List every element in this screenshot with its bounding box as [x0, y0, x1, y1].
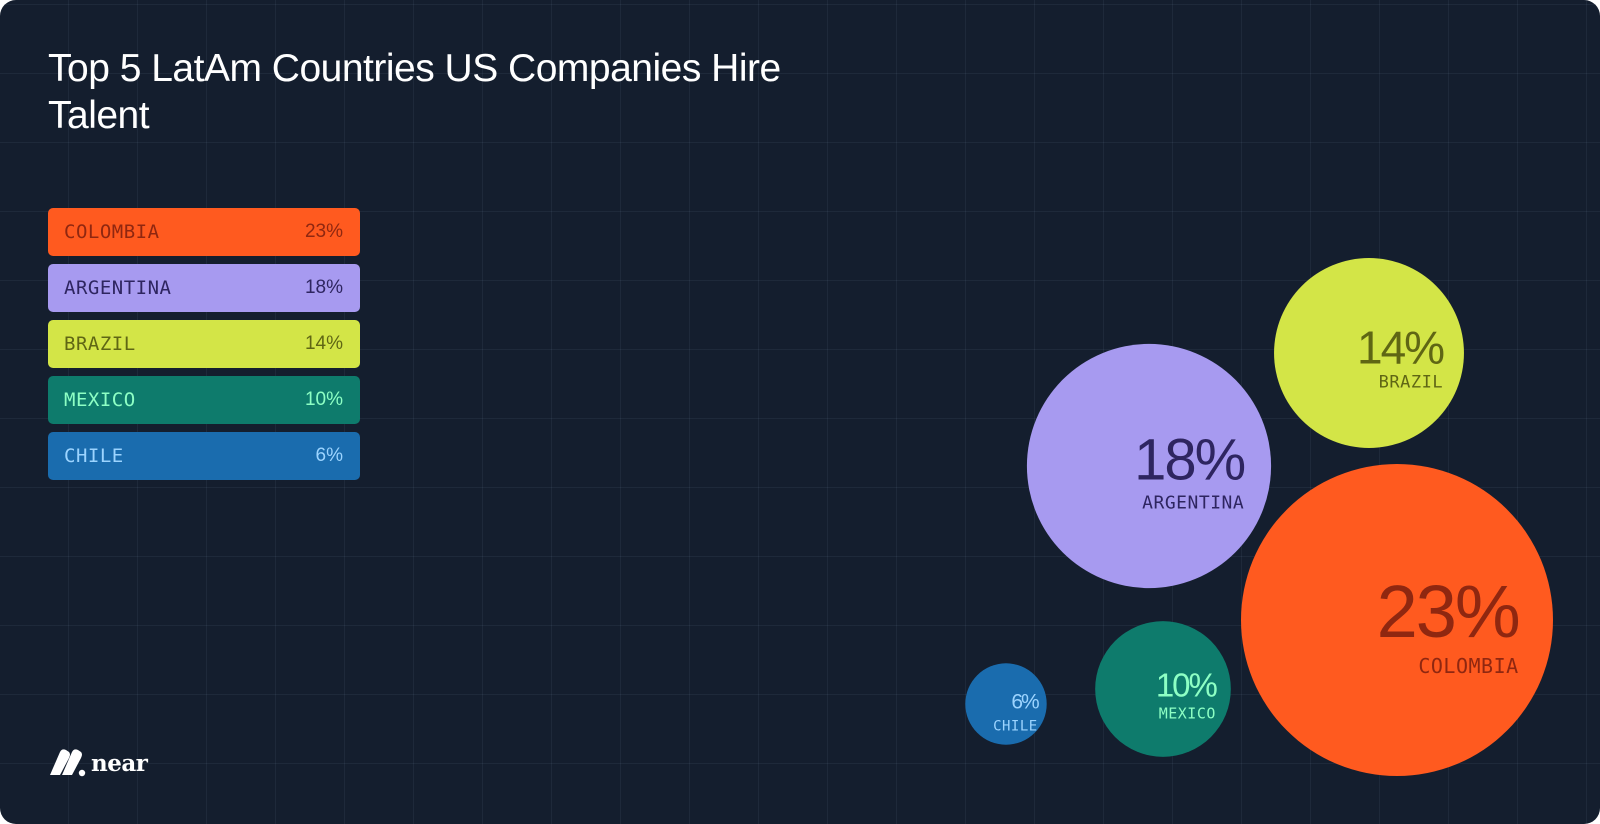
bubble-colombia: 23%COLOMBIA — [1241, 464, 1553, 776]
bubble-value-label: 18% — [1134, 427, 1245, 492]
bubble-chile: 6% CHILE — [965, 663, 1047, 745]
bubble-circle — [965, 663, 1047, 745]
bubble-mexico: 10%MEXICO — [1095, 621, 1231, 757]
chart-title: Top 5 LatAm Countries US Companies Hire … — [48, 47, 781, 137]
bubble-brazil: 14%BRAZIL — [1274, 258, 1464, 448]
legend-label: BRAZIL — [64, 333, 136, 355]
legend-label: COLOMBIA — [64, 221, 160, 243]
bubble-value-label: 10% — [1156, 666, 1218, 703]
legend-item-chile: CHILE 6% — [48, 432, 360, 480]
bubble-value-label: 14% — [1357, 321, 1444, 373]
legend-label: ARGENTINA — [64, 277, 172, 299]
bubble-circle — [1241, 464, 1553, 776]
legend-value: 6% — [315, 445, 343, 466]
legend-item-colombia: COLOMBIA 23% — [48, 208, 360, 256]
legend-value: 14% — [304, 333, 343, 354]
legend-item-mexico: MEXICO 10% — [48, 376, 360, 424]
bubble-country-label: ARGENTINA — [1142, 493, 1244, 514]
legend-label: CHILE — [64, 445, 124, 467]
legend-label: MEXICO — [64, 389, 136, 411]
bubble-country-label: BRAZIL — [1379, 372, 1443, 392]
legend-item-brazil: BRAZIL 14% — [48, 320, 360, 368]
legend-value: 23% — [304, 221, 343, 242]
legend-value: 18% — [304, 277, 343, 298]
bubble-value-label: 6% — [1011, 690, 1039, 713]
near-logo-icon — [50, 749, 86, 777]
brand-logo: near — [47, 747, 148, 779]
legend: COLOMBIA 23% ARGENTINA 18% BRAZIL 14% MEXICO 10… — [48, 208, 360, 488]
legend-item-argentina: ARGENTINA 18% — [48, 264, 360, 312]
bubble-argentina: 18%ARGENTINA — [1026, 343, 1272, 589]
bubble-country-label: CHILE — [993, 718, 1038, 734]
bubble-country-label: COLOMBIA — [1418, 654, 1518, 678]
bubble-value-label: 23% — [1377, 570, 1519, 653]
brand-name: near — [91, 749, 148, 777]
bubble-circle — [1026, 343, 1272, 589]
legend-value: 10% — [304, 389, 343, 410]
bubble-circle — [1274, 258, 1464, 448]
bubble-circle — [1095, 621, 1231, 757]
bubble-country-label: MEXICO — [1159, 704, 1216, 722]
